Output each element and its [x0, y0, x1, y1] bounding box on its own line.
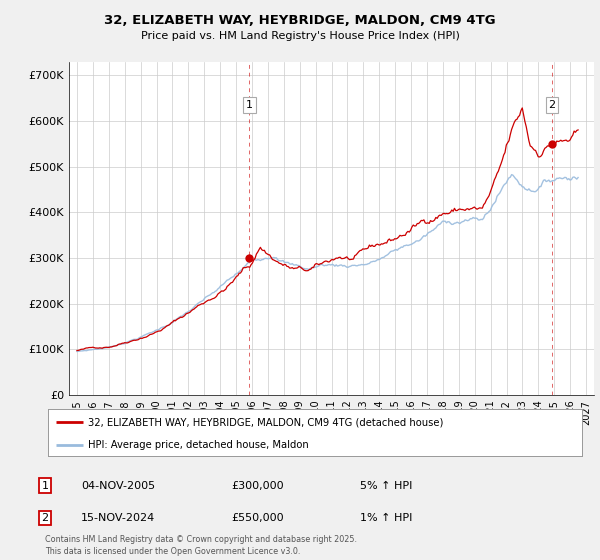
- Text: 1% ↑ HPI: 1% ↑ HPI: [360, 513, 412, 523]
- Text: 32, ELIZABETH WAY, HEYBRIDGE, MALDON, CM9 4TG: 32, ELIZABETH WAY, HEYBRIDGE, MALDON, CM…: [104, 14, 496, 27]
- Text: £300,000: £300,000: [231, 480, 284, 491]
- Text: 2: 2: [548, 100, 556, 110]
- Text: Price paid vs. HM Land Registry's House Price Index (HPI): Price paid vs. HM Land Registry's House …: [140, 31, 460, 41]
- Text: 2: 2: [41, 513, 49, 523]
- Text: Contains HM Land Registry data © Crown copyright and database right 2025.
This d: Contains HM Land Registry data © Crown c…: [45, 535, 357, 556]
- Text: 15-NOV-2024: 15-NOV-2024: [81, 513, 155, 523]
- Text: 1: 1: [246, 100, 253, 110]
- Text: 32, ELIZABETH WAY, HEYBRIDGE, MALDON, CM9 4TG (detached house): 32, ELIZABETH WAY, HEYBRIDGE, MALDON, CM…: [88, 417, 443, 427]
- Text: 1: 1: [41, 480, 49, 491]
- Text: HPI: Average price, detached house, Maldon: HPI: Average price, detached house, Mald…: [88, 440, 309, 450]
- Text: £550,000: £550,000: [231, 513, 284, 523]
- Text: 04-NOV-2005: 04-NOV-2005: [81, 480, 155, 491]
- Text: 5% ↑ HPI: 5% ↑ HPI: [360, 480, 412, 491]
